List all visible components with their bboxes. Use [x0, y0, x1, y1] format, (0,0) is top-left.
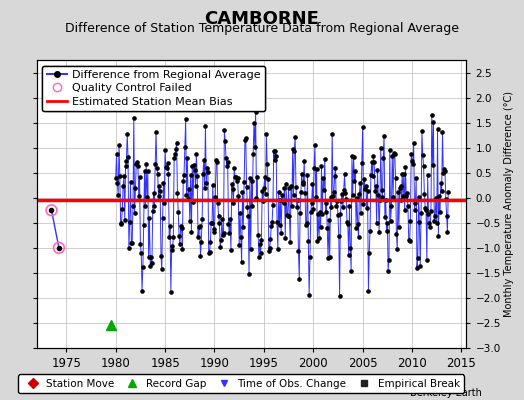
Text: Difference of Station Temperature Data from Regional Average: Difference of Station Temperature Data f… — [65, 22, 459, 35]
Legend: Difference from Regional Average, Quality Control Failed, Estimated Station Mean: Difference from Regional Average, Qualit… — [42, 66, 265, 111]
Point — [54, 245, 63, 251]
Y-axis label: Monthly Temperature Anomaly Difference (°C): Monthly Temperature Anomaly Difference (… — [504, 91, 514, 317]
Text: CAMBORNE: CAMBORNE — [204, 10, 320, 28]
Text: Berkeley Earth: Berkeley Earth — [410, 388, 482, 398]
Point — [47, 207, 56, 214]
Legend: Station Move, Record Gap, Time of Obs. Change, Empirical Break: Station Move, Record Gap, Time of Obs. C… — [18, 374, 464, 393]
